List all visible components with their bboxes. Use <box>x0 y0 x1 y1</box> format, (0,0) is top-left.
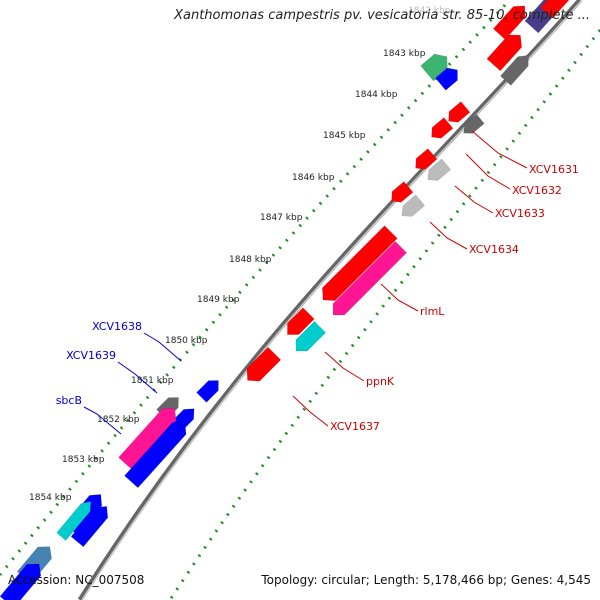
gene-feature <box>124 421 187 489</box>
gene-feature <box>427 158 452 181</box>
gene-feature <box>435 67 458 91</box>
tick-label: 1845 kbp <box>323 131 366 141</box>
gene-feature <box>540 0 575 19</box>
tick-label: 1848 kbp <box>229 255 272 265</box>
tick-track-inner <box>168 29 600 600</box>
tick-label: 1844 kbp <box>355 90 398 100</box>
label-leader-line <box>117 361 158 394</box>
gene-feature <box>415 148 438 170</box>
gene-label: XCV1634 <box>469 243 519 256</box>
topology-label: Topology: circular; Length: 5,178,466 bp… <box>261 573 591 587</box>
tick-label: 1842 kbp <box>408 6 451 16</box>
gene-labels: XCV1631 XCV1632 XCV1633 XCV1634 rlmL ppnK XCV1… <box>56 163 579 433</box>
gene-feature <box>322 225 398 301</box>
gene-label: XCV1631 <box>529 163 579 176</box>
gene-label: rlmL <box>420 305 445 318</box>
gene-feature <box>295 320 327 352</box>
page-title: Xanthomonas campestris pv. vesicatoria s… <box>174 8 590 23</box>
label-leader-line <box>292 395 329 427</box>
label-leader-line <box>465 153 511 190</box>
gene-feature <box>448 101 471 123</box>
tick-label: 1853 kbp <box>62 455 105 465</box>
gene-feature <box>500 55 529 86</box>
gene-label: XCV1638 <box>92 320 142 333</box>
gene-label: XCV1633 <box>495 207 545 220</box>
label-leader-line <box>454 185 494 214</box>
gene-feature <box>463 113 485 134</box>
tick-label: 1854 kbp <box>29 493 72 503</box>
tick-labels: 1842 kbp 1843 kbp 1844 kbp 1845 kbp 1846 kbp… <box>29 6 451 503</box>
label-leader-line <box>471 130 528 169</box>
gene-feature <box>486 34 522 72</box>
label-leaders <box>83 130 528 435</box>
gene-feature <box>56 501 92 541</box>
tick-label: 1850 kbp <box>165 336 208 346</box>
gene-label: XCV1632 <box>512 184 562 197</box>
label-leader-line <box>429 221 468 250</box>
tick-label: 1849 kbp <box>197 295 240 305</box>
gene-label: XCV1639 <box>66 349 116 362</box>
gene-feature <box>391 181 414 203</box>
gene-features <box>0 0 575 600</box>
gene-label: ppnK <box>366 375 395 388</box>
tick-label: 1852 kbp <box>97 415 140 425</box>
label-leader-line <box>143 332 182 362</box>
gene-feature <box>332 241 407 316</box>
label-leader-line <box>83 406 122 435</box>
tick-label: 1843 kbp <box>383 49 426 59</box>
gene-feature <box>492 5 526 40</box>
gene-feature <box>431 117 454 139</box>
accession-label: Accession: NC_007508 <box>8 573 145 587</box>
gene-feature <box>118 408 177 470</box>
tick-track-outer <box>0 3 507 576</box>
tick-label: 1846 kbp <box>292 173 335 183</box>
gene-feature <box>196 380 219 403</box>
tick-label: 1851 kbp <box>131 376 174 386</box>
tick-label: 1847 kbp <box>260 213 303 223</box>
gene-label: sbcB <box>56 394 82 407</box>
label-leader-line <box>380 283 419 312</box>
label-leader-line <box>324 351 365 382</box>
gene-label: XCV1637 <box>330 420 380 433</box>
gene-feature <box>287 307 315 335</box>
gene-feature <box>70 506 109 548</box>
gene-feature <box>401 194 426 217</box>
gene-feature <box>246 346 282 382</box>
gene-feature <box>0 563 42 600</box>
